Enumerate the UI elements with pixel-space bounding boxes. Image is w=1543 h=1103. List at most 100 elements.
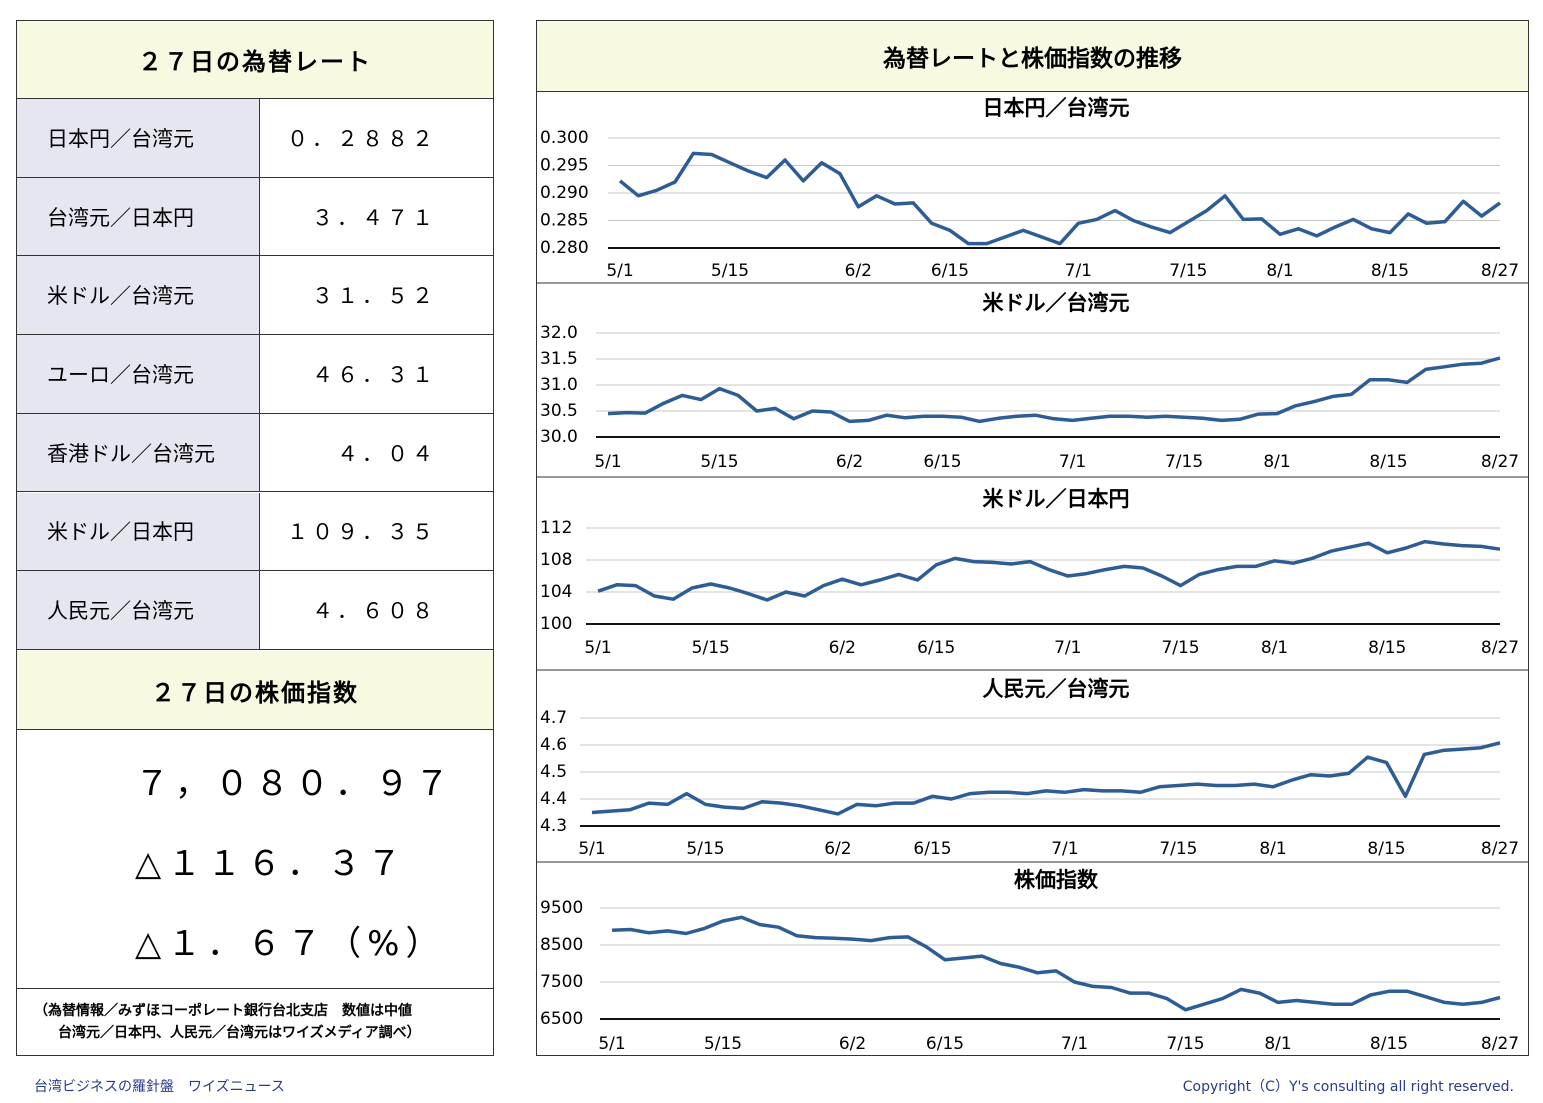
chart-title: 米ドル／台湾元: [983, 291, 1130, 315]
x-tick-label: 5/1: [584, 638, 611, 658]
x-tick-label: 8/15: [1368, 638, 1406, 658]
y-tick-label: 4.5: [540, 762, 567, 782]
rate-value: １０９．３５: [260, 493, 493, 572]
chart-title: 人民元／台湾元: [983, 677, 1130, 701]
x-tick-label: 5/15: [711, 261, 749, 281]
x-tick-label: 6/15: [917, 638, 955, 658]
x-tick-label: 6/2: [845, 261, 872, 281]
x-tick-label: 5/15: [692, 638, 730, 658]
x-tick-label: 6/15: [913, 839, 951, 859]
x-tick-label: 5/15: [704, 1034, 742, 1054]
note-line: （為替情報／みずほコーポレート銀行台北支店 数値は中値: [34, 1003, 412, 1019]
x-tick-label: 8/1: [1264, 1034, 1291, 1054]
chart-title: 米ドル／日本円: [983, 487, 1130, 511]
y-tick-label: 108: [540, 550, 572, 570]
y-tick-label: 0.285: [540, 211, 589, 231]
x-tick-label: 6/2: [839, 1034, 866, 1054]
y-tick-label: 0.280: [540, 238, 589, 258]
x-tick-label: 7/15: [1166, 1034, 1204, 1054]
rate-value: ４．０４: [260, 414, 493, 493]
rate-label: 米ドル／台湾元: [17, 256, 260, 336]
x-tick-label: 5/1: [578, 839, 605, 859]
y-tick-label: 31.0: [540, 375, 578, 395]
x-tick-label: 8/15: [1370, 1034, 1408, 1054]
x-tick-label: 7/15: [1161, 638, 1199, 658]
stock-value: ７，０８０．９７: [135, 763, 455, 804]
x-tick-label: 5/1: [598, 1034, 625, 1054]
y-tick-label: 6500: [540, 1009, 583, 1029]
note-separator: [17, 988, 493, 989]
footer-left: 台湾ビジネスの羅針盤 ワイズニュース: [34, 1079, 285, 1095]
x-tick-label: 5/15: [700, 452, 738, 472]
x-tick-label: 7/1: [1059, 452, 1086, 472]
y-tick-label: 30.0: [540, 427, 578, 447]
x-tick-label: 6/15: [923, 452, 961, 472]
rate-label: 人民元／台湾元: [17, 571, 260, 650]
x-tick-label: 8/15: [1367, 839, 1405, 859]
chart-title: 日本円／台湾元: [983, 96, 1130, 120]
y-tick-label: 0.295: [540, 156, 589, 176]
rate-value: ３．４７１: [260, 178, 493, 257]
x-tick-label: 7/15: [1159, 839, 1197, 859]
data-line: [618, 151, 1502, 246]
y-tick-label: 4.4: [540, 789, 567, 809]
stock-value: △１．６７（%）: [135, 923, 446, 964]
x-tick-label: 8/27: [1481, 452, 1519, 472]
x-tick-label: 8/27: [1481, 261, 1519, 281]
y-tick-label: 8500: [540, 935, 583, 955]
x-tick-label: 7/15: [1165, 452, 1203, 472]
y-tick-label: 104: [540, 582, 572, 602]
y-tick-label: 30.5: [540, 401, 578, 421]
y-tick-label: 4.6: [540, 735, 567, 755]
stock-value: △１１６．３７: [135, 843, 408, 884]
rate-value: ３１．５２: [260, 256, 493, 336]
data-line: [611, 915, 1501, 1012]
x-tick-label: 6/2: [829, 638, 856, 658]
panel-title: 為替レートと株価指数の推移: [537, 21, 1528, 92]
x-tick-label: 7/1: [1051, 839, 1078, 859]
y-tick-label: 7500: [540, 972, 583, 992]
chart-title: 株価指数: [1014, 868, 1099, 892]
x-tick-label: 7/1: [1061, 1034, 1088, 1054]
x-tick-label: 7/1: [1065, 261, 1092, 281]
chart-panel: [536, 20, 1529, 1056]
rate-label: 日本円／台湾元: [17, 99, 260, 178]
rate-label: ユーロ／台湾元: [17, 335, 260, 414]
x-tick-label: 6/15: [931, 261, 969, 281]
rates-title: ２７日の為替レート: [17, 21, 493, 99]
rate-label: 香港ドル／台湾元: [17, 413, 260, 493]
x-tick-label: 8/15: [1371, 261, 1409, 281]
data-line: [591, 741, 1501, 816]
data-line: [607, 356, 1501, 424]
x-tick-label: 6/15: [926, 1034, 964, 1054]
y-tick-label: 9500: [540, 898, 583, 918]
rate-label: 台湾元／日本円: [17, 177, 260, 257]
y-tick-label: 32.0: [540, 323, 578, 343]
rate-value: ０．２８８２: [260, 99, 493, 178]
y-tick-label: 4.3: [540, 816, 567, 836]
note-line: 台湾元／日本円、人民元／台湾元はワイズメディア調べ）: [58, 1025, 421, 1041]
x-tick-label: 7/15: [1169, 261, 1207, 281]
footer-right: Copyright（C）Y's consulting all right res…: [1182, 1079, 1514, 1095]
y-tick-label: 0.290: [540, 183, 589, 203]
x-tick-label: 8/1: [1266, 261, 1293, 281]
rate-value: ４６．３１: [260, 335, 493, 414]
x-tick-label: 8/15: [1369, 452, 1407, 472]
x-tick-label: 8/27: [1481, 839, 1519, 859]
x-tick-label: 8/1: [1259, 839, 1286, 859]
y-tick-label: 0.300: [540, 128, 589, 148]
x-tick-label: 7/1: [1054, 638, 1081, 658]
x-tick-label: 6/2: [824, 839, 851, 859]
data-line: [597, 539, 1501, 602]
x-tick-label: 8/1: [1261, 638, 1288, 658]
y-tick-label: 112: [540, 518, 572, 538]
x-tick-label: 8/27: [1481, 638, 1519, 658]
stock-title: ２７日の株価指数: [17, 651, 493, 730]
y-tick-label: 4.7: [540, 708, 567, 728]
rate-label: 米ドル／日本円: [17, 492, 260, 572]
x-tick-label: 5/1: [594, 452, 621, 472]
y-tick-label: 31.5: [540, 349, 578, 369]
summary-panel: [16, 20, 494, 1056]
